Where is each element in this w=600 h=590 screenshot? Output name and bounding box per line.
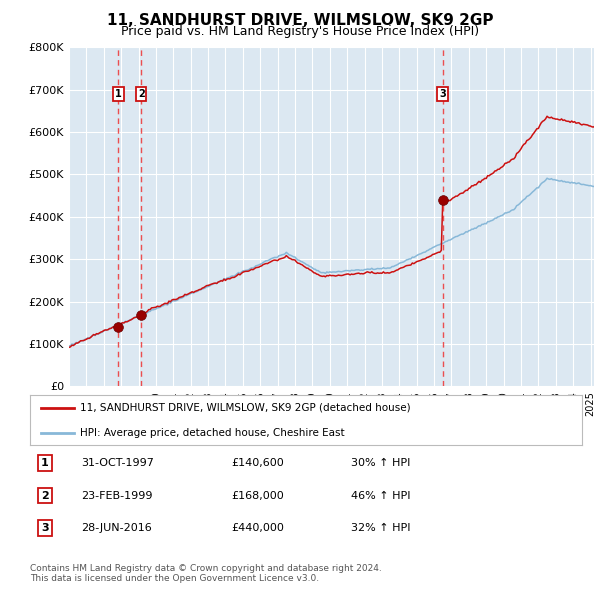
Text: 11, SANDHURST DRIVE, WILMSLOW, SK9 2GP: 11, SANDHURST DRIVE, WILMSLOW, SK9 2GP: [107, 13, 493, 28]
Text: 2: 2: [41, 491, 49, 500]
Text: £140,600: £140,600: [231, 458, 284, 468]
Text: 32% ↑ HPI: 32% ↑ HPI: [351, 523, 410, 533]
Text: HPI: Average price, detached house, Cheshire East: HPI: Average price, detached house, Ches…: [80, 428, 344, 438]
Text: £168,000: £168,000: [231, 491, 284, 500]
Text: 3: 3: [439, 89, 446, 99]
Text: 3: 3: [41, 523, 49, 533]
Text: £440,000: £440,000: [231, 523, 284, 533]
Text: 46% ↑ HPI: 46% ↑ HPI: [351, 491, 410, 500]
Text: 23-FEB-1999: 23-FEB-1999: [81, 491, 152, 500]
Text: 2: 2: [138, 89, 145, 99]
Text: Contains HM Land Registry data © Crown copyright and database right 2024.
This d: Contains HM Land Registry data © Crown c…: [30, 563, 382, 583]
Text: 1: 1: [115, 89, 122, 99]
Text: 1: 1: [41, 458, 49, 468]
Text: Price paid vs. HM Land Registry's House Price Index (HPI): Price paid vs. HM Land Registry's House …: [121, 25, 479, 38]
Text: 30% ↑ HPI: 30% ↑ HPI: [351, 458, 410, 468]
Text: 31-OCT-1997: 31-OCT-1997: [81, 458, 154, 468]
Text: 11, SANDHURST DRIVE, WILMSLOW, SK9 2GP (detached house): 11, SANDHURST DRIVE, WILMSLOW, SK9 2GP (…: [80, 403, 410, 413]
Text: 28-JUN-2016: 28-JUN-2016: [81, 523, 152, 533]
